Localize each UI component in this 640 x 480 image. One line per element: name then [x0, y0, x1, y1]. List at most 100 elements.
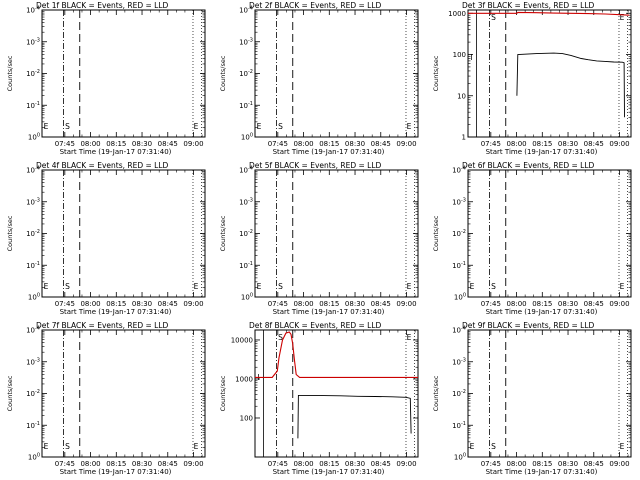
x-tick-label: 08:00	[80, 300, 100, 308]
x-tick-label: 09:00	[396, 140, 416, 148]
y-tick-label: 10-1	[239, 261, 253, 270]
x-axis-label: Start Time (19-Jan-17 07:31:40)	[273, 468, 385, 476]
chart-title: Det 5f BLACK = Events, RED = LLD	[249, 161, 382, 170]
start-marker-label: S	[491, 282, 496, 291]
y-tick-label: 10-4	[239, 166, 253, 175]
end-marker-label: E	[620, 282, 625, 291]
y-tick-label: 10-2	[239, 69, 253, 78]
x-tick-label: 08:30	[558, 140, 578, 148]
x-tick-label: 08:45	[158, 300, 178, 308]
y-tick-label: 10-2	[239, 229, 253, 238]
left-e-marker-label: E	[257, 282, 262, 291]
x-tick-label: 08:30	[558, 300, 578, 308]
y-tick-label: 10-3	[239, 37, 253, 46]
x-tick-label: 09:00	[183, 300, 203, 308]
start-marker-label: S	[65, 282, 70, 291]
detector-panel-6: Det 6f BLACK = Events, RED = LLD 100 10-1 1…	[426, 160, 639, 320]
x-tick-label: 08:45	[584, 460, 604, 468]
y-tick-label: 100	[28, 293, 40, 302]
end-marker-label: E	[194, 122, 199, 131]
x-tick-label: 07:45	[268, 140, 288, 148]
y-tick-label: 10-1	[239, 101, 253, 110]
y-axis-label: Counts/sec	[432, 55, 440, 91]
start-marker-label: S	[278, 122, 283, 131]
y-tick-label: 10-4	[452, 166, 466, 175]
end-marker-label: E	[620, 13, 625, 22]
y-axis-label: Counts/sec	[6, 375, 14, 411]
y-tick-label: 10-3	[26, 37, 40, 46]
y-tick-label: 10-2	[26, 69, 40, 78]
events-series-line	[516, 52, 625, 118]
chart-title: Det 8f BLACK = Events, RED = LLD	[249, 321, 382, 330]
y-tick-label: 10-4	[239, 6, 253, 15]
plot-frame	[254, 9, 419, 138]
start-marker-label: S	[65, 122, 70, 131]
left-e-marker-label: E	[257, 122, 262, 131]
y-tick-label: 10-3	[26, 197, 40, 206]
end-marker-label: E	[194, 442, 199, 451]
y-tick-label: 10-1	[452, 261, 466, 270]
chart-svg: Det 3f BLACK = Events, RED = LLD 1 10 100 10…	[432, 1, 632, 156]
y-tick-label: 10-4	[26, 166, 40, 175]
y-tick-label: 10-3	[452, 197, 466, 206]
x-axis-label: Start Time (19-Jan-17 07:31:40)	[60, 148, 172, 156]
x-tick-label: 09:00	[396, 460, 416, 468]
y-tick-label: 10-1	[452, 421, 466, 430]
chart-title: Det 6f BLACK = Events, RED = LLD	[462, 161, 595, 170]
x-axis-label: Start Time (19-Jan-17 07:31:40)	[486, 308, 598, 316]
plot-frame	[467, 169, 632, 298]
y-tick-label: 1000	[235, 375, 253, 383]
x-axis-label: Start Time (19-Jan-17 07:31:40)	[486, 468, 598, 476]
chart-svg: Det 2f BLACK = Events, RED = LLD 100 10-1 1…	[219, 1, 419, 156]
y-axis-label: Counts/sec	[432, 375, 440, 411]
x-tick-label: 08:15	[106, 140, 126, 148]
x-axis-label: Start Time (19-Jan-17 07:31:40)	[60, 308, 172, 316]
y-tick-label: 10-4	[26, 326, 40, 335]
x-tick-label: 08:00	[293, 140, 313, 148]
y-tick-label: 10-4	[26, 6, 40, 15]
end-marker-label: E	[407, 282, 412, 291]
x-tick-label: 09:00	[609, 460, 629, 468]
x-tick-label: 08:15	[319, 140, 339, 148]
start-marker-label: S	[278, 282, 283, 291]
x-tick-label: 08:45	[584, 140, 604, 148]
x-tick-label: 08:15	[532, 140, 552, 148]
chart-title: Det 1f BLACK = Events, RED = LLD	[36, 1, 169, 10]
x-tick-label: 09:00	[609, 140, 629, 148]
y-axis-label: Counts/sec	[219, 55, 227, 91]
x-tick-label: 08:00	[293, 300, 313, 308]
y-tick-label: 10-2	[452, 229, 466, 238]
x-tick-label: 08:00	[80, 460, 100, 468]
y-tick-label: 100	[454, 453, 466, 462]
x-tick-label: 08:15	[319, 300, 339, 308]
y-tick-label: 10000	[231, 336, 253, 344]
y-tick-label: 100	[28, 453, 40, 462]
end-marker-label: E	[407, 122, 412, 131]
detector-panel-5: Det 5f BLACK = Events, RED = LLD 100 10-1 1…	[213, 160, 426, 320]
y-axis-label: Counts/sec	[6, 215, 14, 251]
x-tick-label: 08:00	[506, 140, 526, 148]
chart-svg: Det 1f BLACK = Events, RED = LLD 100 10-1 1…	[6, 1, 206, 156]
interval-marker-label: I	[470, 53, 472, 62]
y-tick-label: 10-1	[26, 421, 40, 430]
x-tick-label: 08:00	[506, 300, 526, 308]
chart-title: Det 7f BLACK = Events, RED = LLD	[36, 321, 169, 330]
left-e-marker-label: E	[44, 122, 49, 131]
x-tick-label: 08:45	[158, 460, 178, 468]
y-tick-label: 10-3	[239, 197, 253, 206]
x-tick-label: 08:00	[506, 460, 526, 468]
x-tick-label: 08:45	[584, 300, 604, 308]
x-axis-label: Start Time (19-Jan-17 07:31:40)	[273, 148, 385, 156]
detector-panel-9: Det 9f BLACK = Events, RED = LLD 100 10-1 1…	[426, 320, 639, 480]
x-tick-label: 07:45	[481, 300, 501, 308]
x-tick-label: 09:00	[183, 140, 203, 148]
plot-frame	[467, 329, 632, 458]
detector-panel-4: Det 4f BLACK = Events, RED = LLD 100 10-1 1…	[0, 160, 213, 320]
x-tick-label: 08:00	[293, 460, 313, 468]
x-tick-label: 09:00	[183, 460, 203, 468]
x-tick-label: 08:30	[345, 300, 365, 308]
x-tick-label: 08:30	[132, 460, 152, 468]
y-tick-label: 10-4	[452, 326, 466, 335]
chart-title: Det 3f BLACK = Events, RED = LLD	[462, 1, 595, 10]
